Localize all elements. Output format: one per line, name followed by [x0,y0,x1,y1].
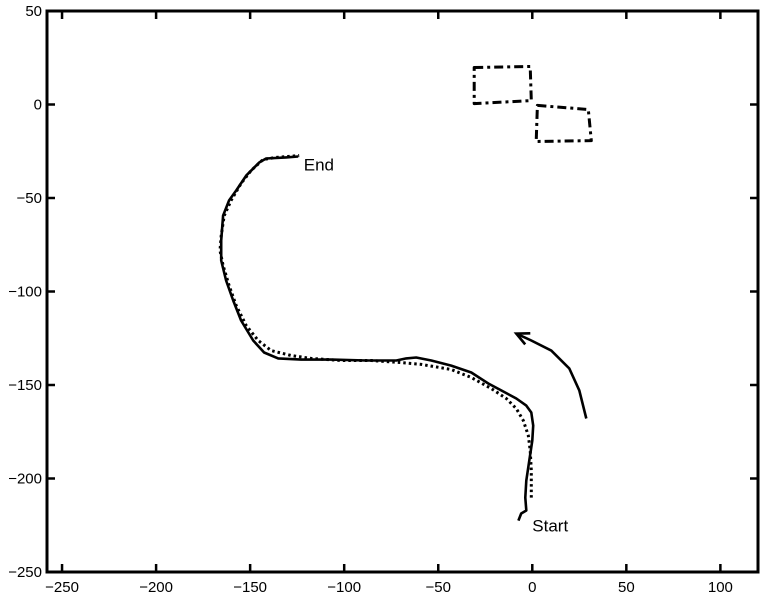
series-dashdot-2 [472,65,533,106]
axis-ticks: −250 −200 −150 −100 −50 0 50 100 50 0 −50 −100 −150 −… [8,3,758,596]
x-tick-label: −200 [139,579,173,596]
y-tick-label: 0 [34,97,42,114]
axes-frame [45,9,760,574]
y-tick-label: −250 [8,564,42,581]
y-tick-label: −100 [8,284,42,301]
series-dotted-1 [218,154,533,498]
y-tick-label: −200 [8,471,42,488]
y-tick-label: 50 [25,3,42,20]
y-tick-label: −50 [17,190,42,207]
series-dashdot-3 [534,103,593,143]
plot-marks [218,65,593,522]
direction-arrow [515,332,588,419]
series-solid-0 [219,155,535,522]
y-tick-label: −150 [8,377,42,394]
x-tick-label: −100 [327,579,361,596]
x-tick-label: 100 [708,579,733,596]
annotation-end: End [304,155,334,174]
x-tick-label: 50 [618,579,635,596]
x-tick-label: −250 [45,579,79,596]
x-tick-label: −50 [426,579,451,596]
x-tick-label: 0 [528,579,536,596]
x-tick-label: −150 [233,579,267,596]
arrow-head-icon [513,332,531,346]
annotation-start: Start [532,516,568,535]
